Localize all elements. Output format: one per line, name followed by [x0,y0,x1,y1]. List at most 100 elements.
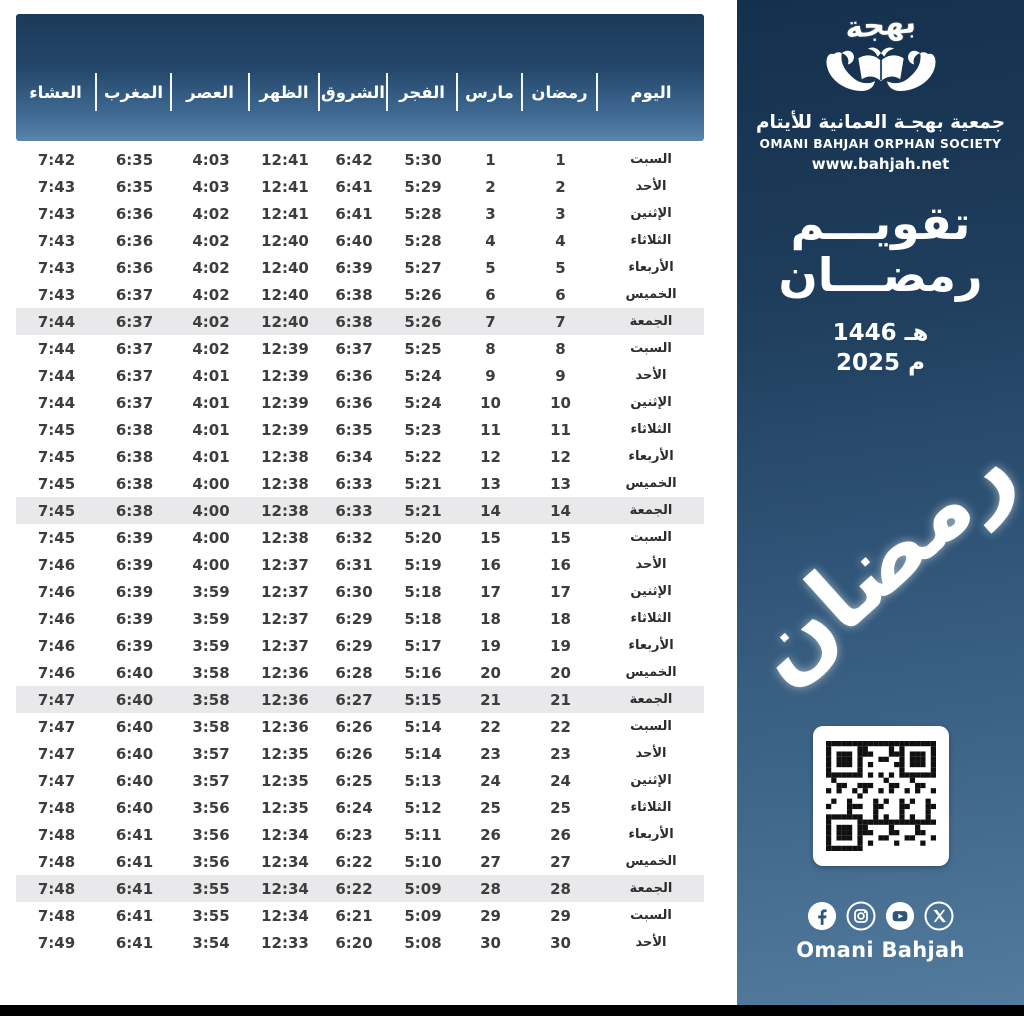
cell-dhuhr: 12:37 [261,555,309,574]
cell-dhuhr: 12:34 [261,852,309,871]
cell-fajr: 5:13 [404,771,442,790]
cell-asr: 4:01 [192,420,230,439]
cell-shurooq: 6:22 [335,879,373,898]
cell-march: 13 [480,474,501,493]
cell-isha: 7:46 [37,663,76,682]
social-icons [737,901,1024,931]
cell-maghrib: 6:40 [115,690,154,709]
cell-asr: 3:58 [192,690,230,709]
cell-asr: 4:01 [192,393,230,412]
cell-fajr: 5:11 [404,825,442,844]
cell-isha: 7:43 [37,204,76,223]
cell-ramadan: 26 [550,825,571,844]
cell-dhuhr: 12:40 [261,258,309,277]
cell-day: السبت [630,530,672,545]
cell-shurooq: 6:30 [335,582,373,601]
cell-day: الثلاثاء [630,611,672,626]
cell-ramadan: 20 [550,663,571,682]
poster-title-line1: تقويـــم [790,196,971,250]
cell-isha: 7:44 [37,366,76,385]
cell-isha: 7:43 [37,231,76,250]
cell-shurooq: 6:42 [335,150,373,169]
cell-day: الإثنين [630,206,672,221]
cell-maghrib: 6:37 [115,393,154,412]
cell-ramadan: 19 [550,636,571,655]
table-row: الأربعاء 12 12 5:22 6:34 12:38 4:01 6:38 7:45 [16,443,704,470]
cell-dhuhr: 12:39 [261,339,309,358]
column-header-fajr: الفجر [388,73,458,111]
cell-maghrib: 6:38 [115,501,154,520]
cell-shurooq: 6:29 [335,636,373,655]
cell-isha: 7:46 [37,636,76,655]
cell-day: الأحد [635,368,667,383]
cell-march: 30 [480,933,501,952]
cell-fajr: 5:09 [404,879,442,898]
cell-dhuhr: 12:41 [261,150,309,169]
cell-maghrib: 6:39 [115,636,154,655]
cell-day: الأربعاء [628,449,674,464]
cell-shurooq: 6:20 [335,933,373,952]
cell-asr: 3:58 [192,663,230,682]
cell-ramadan: 28 [550,879,571,898]
cell-day: الجمعة [629,692,673,707]
cell-dhuhr: 12:34 [261,906,309,925]
cell-march: 11 [480,420,501,439]
column-header-asr: العصر [172,73,250,111]
cell-shurooq: 6:29 [335,609,373,628]
cell-march: 12 [480,447,501,466]
table-row: الأحد 2 2 5:29 6:41 12:41 4:03 6:35 7:43 [16,173,704,200]
cell-fajr: 5:14 [404,744,442,763]
cell-ramadan: 1 [555,150,566,169]
cell-day: الأحد [635,557,667,572]
cell-ramadan: 29 [550,906,571,925]
cell-isha: 7:42 [37,150,76,169]
cell-fajr: 5:20 [404,528,442,547]
cell-day: الجمعة [629,314,673,329]
column-header-maghrib: المغرب [97,73,172,111]
cell-day: الجمعة [629,881,673,896]
cell-shurooq: 6:35 [335,420,373,439]
column-header-dhuhr: الظهر [250,73,320,111]
table-row: الجمعة 7 7 5:26 6:38 12:40 4:02 6:37 7:44 [16,308,704,335]
cell-ramadan: 30 [550,933,571,952]
cell-fajr: 5:18 [404,609,442,628]
gregorian-year: 2025 م [836,350,925,376]
cell-asr: 3:56 [192,825,230,844]
table-row: الجمعة 21 21 5:15 6:27 12:36 3:58 6:40 7:47 [16,686,704,713]
cell-ramadan: 23 [550,744,571,763]
cell-maghrib: 6:40 [115,744,154,763]
cell-ramadan: 27 [550,852,571,871]
table-row: الخميس 27 27 5:10 6:22 12:34 3:56 6:41 7:48 [16,848,704,875]
cell-shurooq: 6:38 [335,285,373,304]
cell-maghrib: 6:39 [115,555,154,574]
cell-maghrib: 6:38 [115,420,154,439]
cell-asr: 4:00 [192,474,230,493]
cell-fajr: 5:27 [404,258,442,277]
cell-day: الأربعاء [628,827,674,842]
table-row: الأحد 30 30 5:08 6:20 12:33 3:54 6:41 7:49 [16,929,704,956]
cell-fajr: 5:14 [404,717,442,736]
column-header-ramadan: رمضان [523,73,598,111]
cell-shurooq: 6:39 [335,258,373,277]
cell-march: 21 [480,690,501,709]
cell-maghrib: 6:38 [115,474,154,493]
cell-day: الثلاثاء [630,800,672,815]
cell-march: 24 [480,771,501,790]
table-row: الإثنين 24 24 5:13 6:25 12:35 3:57 6:40 7:47 [16,767,704,794]
cell-day: الخميس [625,287,677,302]
x-icon [924,901,954,931]
cell-isha: 7:48 [37,852,76,871]
table-row: الثلاثاء 18 18 5:18 6:29 12:37 3:59 6:39 7:46 [16,605,704,632]
cell-ramadan: 15 [550,528,571,547]
cell-shurooq: 6:28 [335,663,373,682]
cell-march: 6 [485,285,496,304]
cell-shurooq: 6:33 [335,474,373,493]
cell-isha: 7:46 [37,582,76,601]
cell-march: 3 [485,204,496,223]
cell-fajr: 5:15 [404,690,442,709]
cell-day: الثلاثاء [630,422,672,437]
org-name-arabic: جمعية بهجـة العمانية للأيتام [755,112,1006,133]
cell-asr: 4:00 [192,555,230,574]
cell-ramadan: 18 [550,609,571,628]
